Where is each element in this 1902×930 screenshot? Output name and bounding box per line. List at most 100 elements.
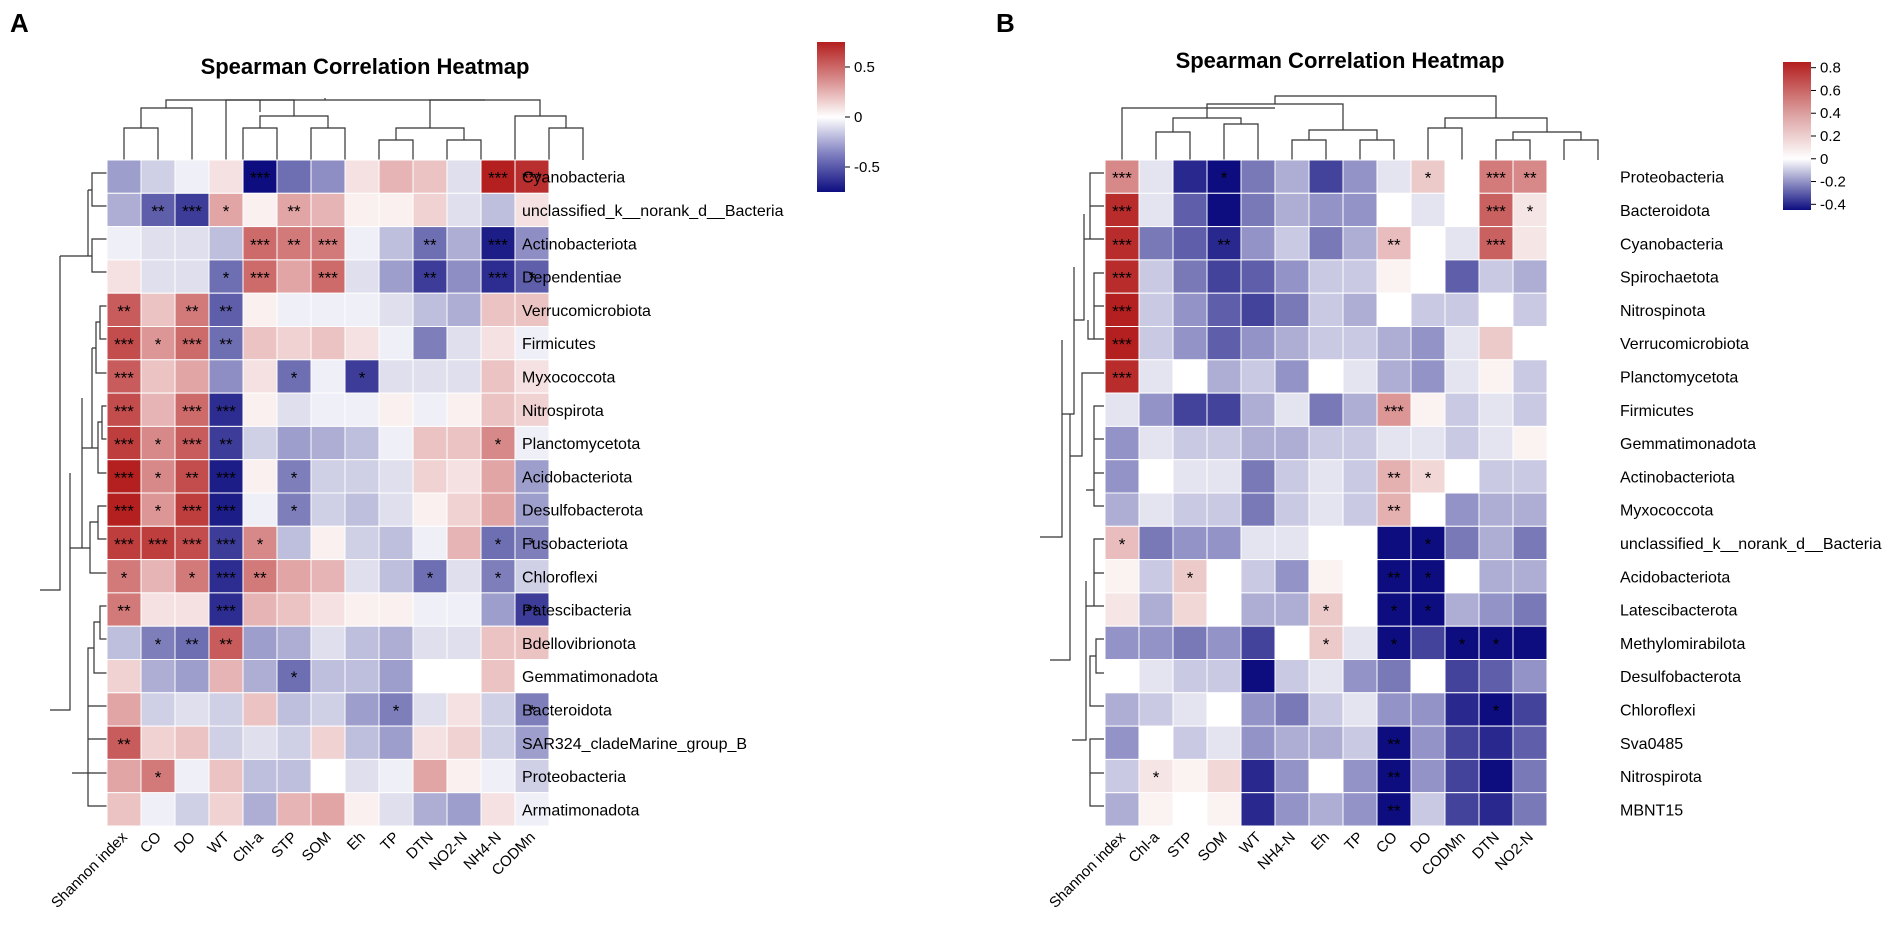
heatmap-cell [208, 192, 244, 228]
heatmap-cell [310, 326, 346, 361]
heatmap-cell [242, 692, 278, 727]
significance-mark: ** [423, 269, 437, 288]
row-label: Sva0485 [1620, 736, 1683, 753]
significance-mark: *** [148, 535, 168, 554]
heatmap-cell [1444, 625, 1480, 661]
heatmap-cell [1206, 659, 1242, 694]
significance-mark: ** [287, 202, 301, 221]
significance-mark: * [1425, 468, 1432, 487]
column-label: NO2-N [426, 829, 471, 874]
heatmap-cell [1308, 725, 1344, 760]
legend-tick-label: -0.4 [1820, 196, 1846, 213]
heatmap-cell [174, 625, 210, 661]
significance-mark: *** [488, 269, 508, 288]
heatmap-cell [1478, 625, 1514, 661]
heatmap-cell [1274, 292, 1310, 328]
heatmap-cell [446, 259, 482, 294]
heatmap-cell [242, 592, 278, 627]
significance-mark: *** [1112, 335, 1132, 354]
heatmap-cell [378, 259, 414, 294]
heatmap-cell [446, 159, 482, 194]
significance-mark: ** [185, 302, 199, 321]
heatmap-cell [1240, 559, 1276, 594]
heatmap-cell [1478, 359, 1514, 394]
significance-mark: *** [216, 468, 236, 487]
heatmap-cell [276, 359, 312, 394]
heatmap-cell [378, 659, 414, 694]
heatmap-cell [1206, 359, 1242, 394]
heatmap-cell [378, 492, 414, 527]
heatmap-cell [1512, 326, 1548, 361]
heatmap-cell [1376, 592, 1412, 627]
heatmap-cell [378, 459, 414, 494]
heatmap-cell [140, 592, 176, 627]
heatmap-cell [378, 592, 414, 627]
heatmap-cell [1206, 192, 1242, 228]
significance-mark: * [223, 269, 230, 288]
heatmap-cell [1172, 659, 1208, 694]
significance-mark: ** [219, 335, 233, 354]
heatmap-cell [446, 659, 482, 694]
significance-mark: * [121, 568, 128, 587]
heatmap-cell [1376, 292, 1412, 328]
heatmap-cell [412, 559, 448, 594]
heatmap-cell [1342, 725, 1378, 760]
significance-mark: ** [185, 468, 199, 487]
heatmap-cell [344, 725, 380, 760]
row-label: Chloroflexi [1620, 702, 1696, 719]
heatmap-cell [1342, 326, 1378, 361]
significance-mark: *** [488, 235, 508, 254]
significance-mark: *** [1112, 235, 1132, 254]
heatmap-cell [1444, 425, 1480, 461]
heatmap-cell [412, 192, 448, 228]
heatmap-cell [208, 392, 244, 427]
heatmap-cell [344, 459, 380, 494]
significance-mark: *** [1384, 402, 1404, 421]
significance-mark: ** [1387, 235, 1401, 254]
panel-b-row-labels: Proteobacteria Bacteroidota Cyanobacteria S… [1620, 170, 1882, 820]
heatmap-cell [1444, 259, 1480, 294]
heatmap-cell [1138, 259, 1174, 294]
heatmap-cell [1342, 625, 1378, 661]
heatmap-cell [1410, 292, 1446, 328]
heatmap-cell [208, 625, 244, 661]
heatmap-cell [208, 525, 244, 561]
significance-mark: *** [1112, 368, 1132, 387]
heatmap-cell [514, 492, 550, 527]
heatmap-cell [1376, 359, 1412, 394]
heatmap-cell [1172, 359, 1208, 394]
heatmap-cell [412, 492, 448, 527]
heatmap-cell [1342, 259, 1378, 294]
row-label: Acidobacteriota [522, 469, 632, 486]
row-label: unclassified_k__norank_d__Bacteria [1620, 536, 1882, 553]
row-label: Armatimonadota [522, 802, 639, 819]
heatmap-cell [1172, 192, 1208, 228]
heatmap-cell [1512, 758, 1548, 794]
heatmap-cell [1342, 692, 1378, 727]
significance-mark: *** [216, 602, 236, 621]
heatmap-cell [1104, 559, 1140, 594]
row-label: Desulfobacterota [522, 503, 643, 520]
significance-mark: *** [182, 435, 202, 454]
significance-mark: * [1323, 602, 1330, 621]
heatmap-cell [1478, 425, 1514, 461]
heatmap-cell [1138, 492, 1174, 527]
heatmap-cell [1104, 659, 1140, 694]
heatmap-cell [1410, 392, 1446, 427]
significance-mark: ** [287, 235, 301, 254]
panel-b: B Spearman Correlation Heatmap *** * * *** *… [996, 8, 1882, 912]
significance-mark: * [1425, 602, 1432, 621]
heatmap-cell [1308, 226, 1344, 261]
heatmap-cell [106, 259, 142, 294]
heatmap-cell [1104, 226, 1140, 261]
heatmap-cell [174, 692, 210, 727]
heatmap-cell [106, 659, 142, 694]
heatmap-cell [1206, 625, 1242, 661]
heatmap-cell [174, 392, 210, 427]
heatmap-cell [1274, 492, 1310, 527]
significance-mark: * [223, 202, 230, 221]
heatmap-cell [1138, 692, 1174, 727]
heatmap-cell [1240, 492, 1276, 527]
heatmap-cell [1172, 425, 1208, 461]
